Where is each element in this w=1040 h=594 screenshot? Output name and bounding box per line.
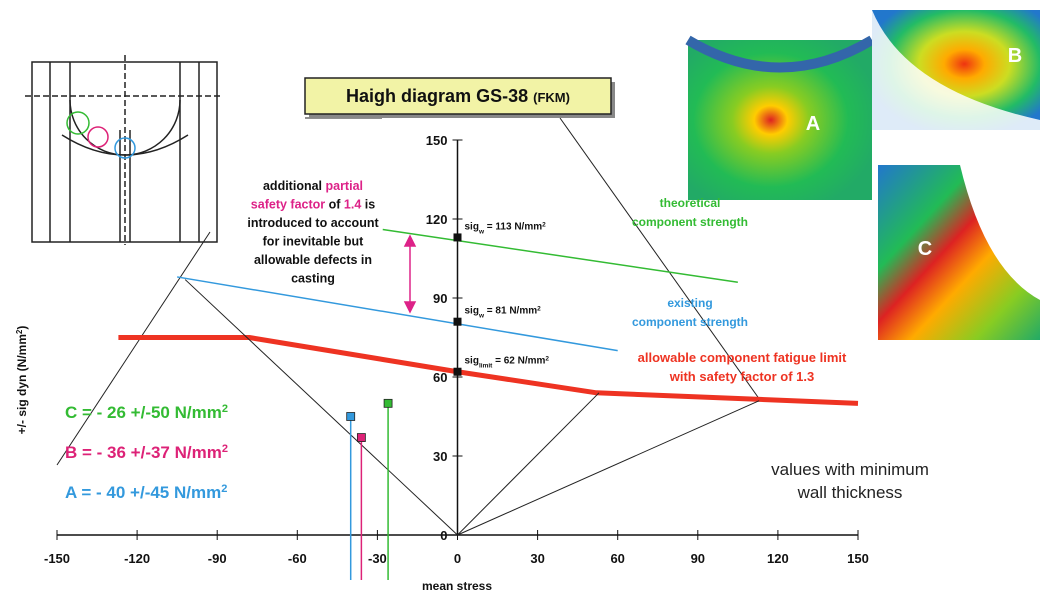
text-part: additional — [263, 179, 326, 193]
marker — [454, 233, 462, 241]
callout-line: safety factor of 1.4 is — [251, 198, 375, 212]
callout-line: additional partial — [263, 179, 363, 193]
x-tick-label: -30 — [368, 551, 387, 566]
x-tick-label: -60 — [288, 551, 307, 566]
image-label: A — [806, 113, 820, 135]
text-part: safety factor — [251, 198, 325, 212]
callout-line: for inevitable but — [263, 235, 365, 249]
text-part: allowable defects in — [254, 253, 372, 267]
y-tick-label: 120 — [426, 212, 448, 227]
text-part: casting — [291, 272, 335, 286]
chart: Haigh diagram GS-38 (FKM) mean stress -1… — [0, 0, 1040, 594]
note-line: wall thickness — [797, 483, 903, 502]
text-part: = 62 N/mm — [492, 356, 545, 367]
text-part: 2 — [221, 483, 227, 495]
text-part: = 81 N/mm — [484, 306, 537, 317]
y-tick-label: 0 — [440, 528, 447, 543]
note-line: values with minimum — [771, 460, 929, 479]
text-part: for inevitable but — [263, 235, 365, 249]
x-tick-label: 150 — [847, 551, 869, 566]
text-part: sig — [465, 356, 479, 367]
x-tick-label: -150 — [44, 551, 70, 566]
marker — [454, 318, 462, 326]
load-point — [384, 399, 392, 407]
text-part: 2 — [545, 355, 549, 362]
point-label: B = - 36 +/-37 N/mm2 — [65, 443, 228, 462]
y-tick-label: 150 — [426, 133, 448, 148]
text-part: B = - 36 +/-37 N/mm — [65, 443, 222, 462]
text-part: 1.4 — [344, 198, 361, 212]
text-part: partial — [325, 179, 363, 193]
text-part: A = - 40 +/-45 N/mm — [65, 483, 221, 502]
marker-label: sigw = 113 N/mm2 — [465, 221, 547, 235]
text-part: 2 — [537, 305, 541, 312]
text-part: +/- sig dyn (N/mm — [15, 334, 29, 434]
series-label: allowable component fatigue limit — [638, 350, 847, 365]
load-point — [347, 413, 355, 421]
callout-line: introduced to account — [247, 216, 379, 230]
fea-images — [688, 10, 1040, 340]
x-tick-label: 30 — [530, 551, 544, 566]
y-tick-label: 30 — [433, 449, 447, 464]
title-suffix: (FKM) — [533, 90, 570, 105]
y-axis-label: +/- sig dyn (N/mm2) — [15, 326, 30, 435]
x-tick-label: 0 — [454, 551, 461, 566]
series-label: component strength — [632, 315, 748, 329]
part-sketch — [25, 55, 222, 245]
x-axis-label: mean stress — [422, 579, 492, 593]
text-part: = 113 N/mm — [484, 221, 542, 232]
text-part: C = - 26 +/-50 N/mm — [65, 403, 222, 422]
callout-line: casting — [291, 272, 335, 286]
image-label: B — [1008, 45, 1022, 67]
series-line — [383, 230, 738, 283]
series-line — [458, 393, 600, 535]
text-part: 2 — [542, 221, 546, 228]
point-label: C = - 26 +/-50 N/mm2 — [65, 403, 228, 422]
x-tick-label: 60 — [610, 551, 624, 566]
text-part: sig — [465, 306, 479, 317]
text-part: sig — [465, 221, 479, 232]
text-part: is — [361, 198, 375, 212]
text-part: ) — [15, 326, 29, 330]
marker — [454, 368, 462, 376]
series-label: theoretical — [660, 196, 721, 210]
x-tick-label: -120 — [124, 551, 150, 566]
series-label: component strength — [632, 215, 748, 229]
x-tick-label: 90 — [691, 551, 705, 566]
title-text: Haigh diagram GS-38 — [346, 86, 528, 106]
y-tick-label: 90 — [433, 291, 447, 306]
series-label: existing — [667, 296, 712, 310]
load-point — [357, 434, 365, 442]
text-part: 2 — [222, 403, 228, 415]
marker-label: siglimit = 62 N/mm2 — [465, 355, 550, 369]
safety-arrow — [405, 236, 415, 312]
series-line — [458, 401, 760, 535]
series-label: with safety factor of 1.3 — [669, 369, 814, 384]
callout-line: allowable defects in — [254, 253, 372, 267]
text-part: of — [325, 198, 344, 212]
text-part: 2 — [222, 443, 228, 455]
point-label: A = - 40 +/-45 N/mm2 — [65, 483, 227, 502]
image-label: C — [918, 238, 932, 260]
text-part: limit — [479, 362, 493, 369]
x-tick-label: -90 — [208, 551, 227, 566]
marker-label: sigw = 81 N/mm2 — [465, 305, 542, 319]
x-tick-label: 120 — [767, 551, 789, 566]
page: {"chart_data": { "type": "line", "title"… — [0, 0, 1040, 594]
text-part: introduced to account — [247, 216, 379, 230]
